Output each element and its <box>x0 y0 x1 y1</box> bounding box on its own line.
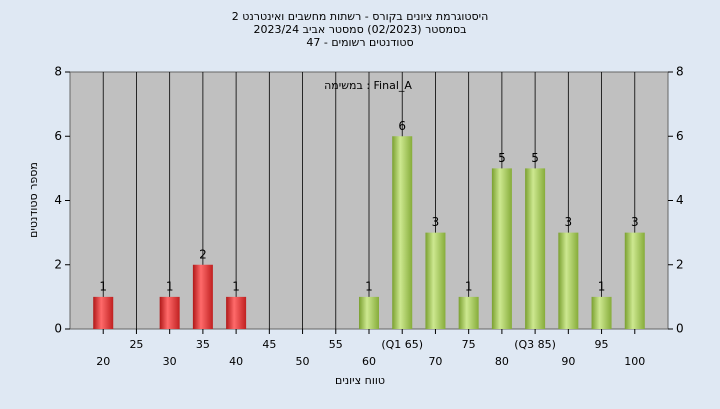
x-tick-label: 35 <box>196 338 210 351</box>
x-tick-label: (Q3 85) <box>514 338 556 351</box>
data-label: 1 <box>365 279 373 293</box>
data-label: 1 <box>166 279 174 293</box>
bar <box>392 136 413 329</box>
bar <box>226 296 247 329</box>
x-tick-label: 70 <box>428 355 442 368</box>
y-tick-label: 2 <box>54 257 62 271</box>
x-tick-label: (Q1 65) <box>381 338 423 351</box>
data-label: 5 <box>531 151 539 165</box>
bar <box>558 232 579 329</box>
data-label: 1 <box>232 279 240 293</box>
data-label: 6 <box>398 119 406 133</box>
data-label: 5 <box>498 151 506 165</box>
data-label: 1 <box>99 279 107 293</box>
y2-tick-label: 4 <box>676 193 684 207</box>
x-tick-label: 90 <box>561 355 575 368</box>
x-tick-label: 95 <box>595 338 609 351</box>
bar <box>425 232 446 329</box>
chart-subtitle: סטודנטים רשומים - 47 <box>306 36 413 49</box>
chart-title: היסטוגרמת ציונים בקורס - רשתות מחשבים וא… <box>232 10 489 23</box>
x-axis-label: טווח ציונים <box>335 374 385 387</box>
y2-tick-label: 0 <box>676 322 684 336</box>
x-tick-label: 75 <box>462 338 476 351</box>
x-tick-label: 25 <box>129 338 143 351</box>
x-tick-label: 20 <box>96 355 110 368</box>
x-tick-label: 45 <box>262 338 276 351</box>
y2-tick-label: 2 <box>676 257 684 271</box>
bar <box>359 296 379 329</box>
y-tick-label: 4 <box>54 193 62 207</box>
data-label: 2 <box>199 247 207 261</box>
x-tick-label: 30 <box>163 355 177 368</box>
data-label: 3 <box>631 215 639 229</box>
bar <box>93 296 114 329</box>
x-tick-label: 80 <box>495 355 509 368</box>
bar <box>525 168 546 329</box>
bar <box>458 296 479 329</box>
x-tick-label: 100 <box>624 355 645 368</box>
bar <box>591 296 612 329</box>
x-tick-label: 50 <box>296 355 310 368</box>
y-axis-label: מספר סטודנטים <box>27 162 40 238</box>
bar <box>624 232 645 329</box>
y-tick-label: 0 <box>54 322 62 336</box>
y2-tick-label: 6 <box>676 129 684 143</box>
x-tick-label: 55 <box>329 338 343 351</box>
y-tick-label: 8 <box>54 65 62 79</box>
data-label: 3 <box>432 215 440 229</box>
x-tick-label: 60 <box>362 355 376 368</box>
data-label: 3 <box>565 215 573 229</box>
bar <box>491 168 512 329</box>
annotation: במשימה : Final_A <box>324 79 412 92</box>
data-label: 1 <box>465 279 473 293</box>
y2-tick-label: 8 <box>676 65 684 79</box>
bar <box>159 296 180 329</box>
x-tick-label: 40 <box>229 355 243 368</box>
chart-subtitle: בסמסטר (02/2023) סמסטר אביב 2023/24 <box>253 23 466 36</box>
data-label: 1 <box>598 279 606 293</box>
bar <box>192 264 213 329</box>
y-tick-label: 6 <box>54 129 62 143</box>
